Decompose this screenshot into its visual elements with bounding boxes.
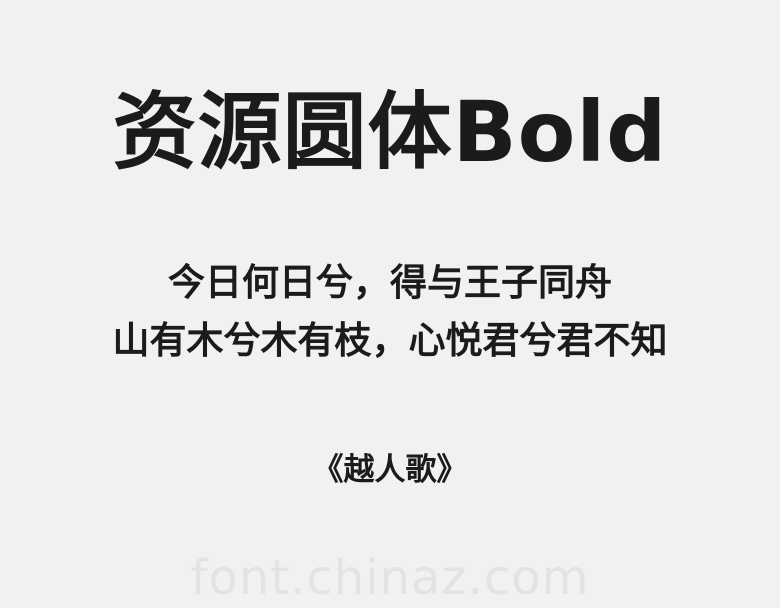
font-name-title: 资源圆体Bold <box>112 83 668 181</box>
poem-source: 《越人歌》 <box>312 452 468 488</box>
sample-poem: 今日何日兮，得与王子同舟 山有木兮木有枝，心悦君兮君不知 <box>0 254 780 370</box>
poem-line-2: 山有木兮木有枝，心悦君兮君不知 <box>112 319 668 362</box>
site-watermark: font.chinaz.com <box>190 550 590 606</box>
poem-line-1: 今日何日兮，得与王子同舟 <box>168 261 612 304</box>
